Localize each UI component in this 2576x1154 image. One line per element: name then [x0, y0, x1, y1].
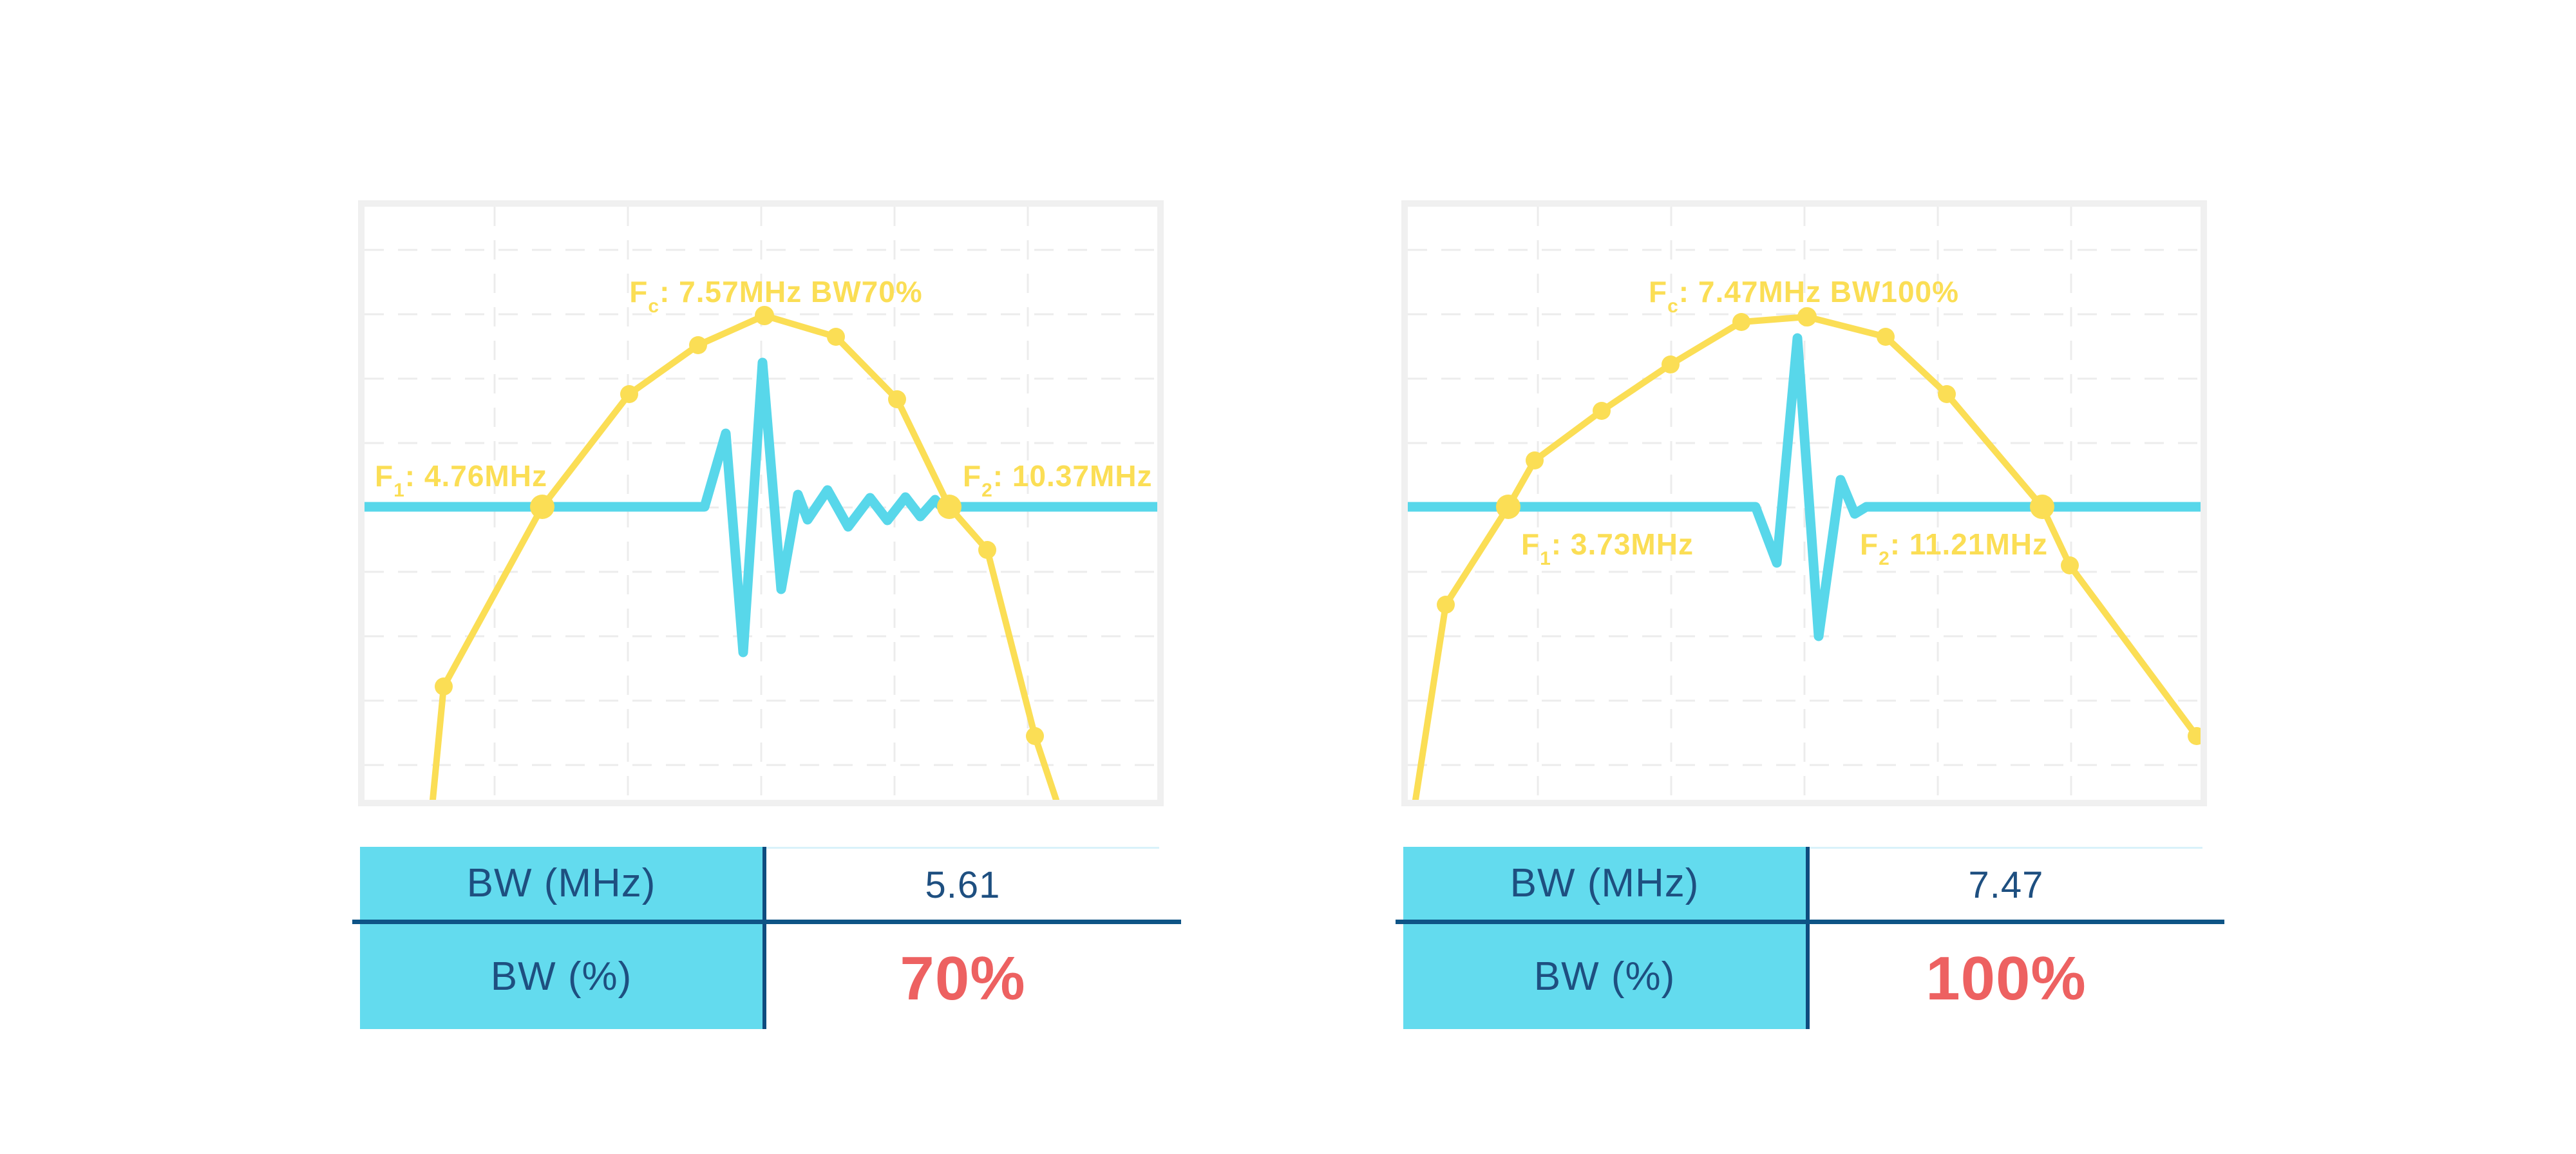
- data-point-marker: [755, 306, 774, 325]
- table-column-divider: [1806, 847, 1810, 1029]
- bw-pct-value: 70%: [900, 943, 1026, 1013]
- table-value-column: 5.61 70%: [766, 847, 1159, 1029]
- data-point-marker: [1526, 451, 1544, 469]
- bw-pct-label: BW (%): [1533, 954, 1676, 999]
- table-cell-bw-mhz-value: 5.61: [766, 849, 1159, 922]
- pulse-waveform: [1408, 333, 2201, 641]
- bw-table-bw100: BW (MHz) BW (%) 7.47 100%: [1396, 847, 2232, 1040]
- chart-frame-bw70: Fc: 7.57MHz BW70% F1: 4.76MHz F2: 10.37MHz: [358, 200, 1164, 806]
- f1-label: F1: 3.73MHz: [1521, 527, 1694, 569]
- bw-mhz-label: BW (MHz): [1510, 861, 1700, 905]
- table-column-divider: [762, 847, 766, 1029]
- table-cell-bw-mhz-label: BW (MHz): [360, 847, 762, 920]
- data-point-marker: [2061, 556, 2079, 574]
- bw-pct-value: 100%: [1926, 943, 2087, 1013]
- data-point-marker: [2188, 727, 2201, 745]
- data-point-marker: [435, 677, 453, 695]
- data-point-marker: [1732, 313, 1750, 331]
- f1-label: F1: 4.76MHz: [375, 459, 547, 501]
- bw-pct-label: BW (%): [490, 954, 632, 999]
- data-point-marker: [1593, 402, 1611, 420]
- bandwidth-edge-marker: [1496, 495, 1520, 519]
- data-point-marker: [1437, 596, 1455, 614]
- table-value-column: 7.47 100%: [1810, 847, 2202, 1029]
- data-point-marker: [978, 541, 996, 559]
- bw-mhz-value: 5.61: [925, 864, 1001, 906]
- f2-label: F2: 10.37MHz: [963, 459, 1153, 501]
- bw-table-bw70: BW (MHz) BW (%) 5.61 70%: [352, 847, 1189, 1040]
- pulse-waveform: [365, 357, 1157, 657]
- table-cell-bw-pct-label: BW (%): [360, 924, 762, 1029]
- data-point-marker: [1662, 355, 1680, 374]
- table-cell-bw-pct-label: BW (%): [1403, 924, 1806, 1029]
- bandwidth-edge-marker: [937, 495, 961, 519]
- bw-mhz-value: 7.47: [1968, 864, 2044, 906]
- data-point-marker: [689, 336, 707, 354]
- table-row-divider-line: [1396, 920, 2224, 924]
- fc-label: Fc: 7.57MHz BW70%: [629, 275, 922, 317]
- data-point-marker: [888, 390, 906, 408]
- spectrum-chart-bw100: Fc: 7.47MHz BW100%F1: 3.73MHz F2: 11.21MH…: [1408, 207, 2201, 800]
- table-cell-bw-pct-value: 100%: [1810, 926, 2202, 1031]
- bandwidth-edge-marker: [530, 495, 554, 519]
- data-point-marker: [1026, 727, 1044, 745]
- chart-frame-bw100: Fc: 7.47MHz BW100% F1: 3.73MHz F2: 11.21MH…: [1401, 200, 2207, 806]
- table-cell-bw-mhz-label: BW (MHz): [1403, 847, 1806, 920]
- data-point-marker: [1877, 328, 1895, 346]
- panel-bw100: Fc: 7.47MHz BW100% F1: 3.73MHz F2: 11.21MH…: [1396, 200, 2232, 1044]
- data-point-marker: [1938, 385, 1956, 403]
- table-label-column: BW (MHz) BW (%): [1403, 847, 1806, 1029]
- table-label-column: BW (MHz) BW (%): [360, 847, 762, 1029]
- table-cell-bw-pct-value: 70%: [766, 926, 1159, 1031]
- table-row-divider-line: [352, 920, 1181, 924]
- data-point-marker: [1797, 307, 1817, 326]
- spectrum-curve: [430, 312, 1059, 800]
- data-point-marker: [827, 328, 845, 346]
- f2-label: F2: 11.21MHz: [1860, 527, 2048, 569]
- table-cell-bw-mhz-value: 7.47: [1810, 849, 2202, 922]
- bandwidth-edge-marker: [2030, 495, 2054, 519]
- panel-bw70: Fc: 7.57MHz BW70% F1: 4.76MHz F2: 10.37MHz…: [352, 200, 1189, 1044]
- bw-mhz-label: BW (MHz): [466, 861, 656, 905]
- data-point-marker: [620, 385, 638, 403]
- spectrum-chart-bw70: Fc: 7.57MHz BW70% F1: 4.76MHz F2: 10.37MHz: [365, 207, 1157, 800]
